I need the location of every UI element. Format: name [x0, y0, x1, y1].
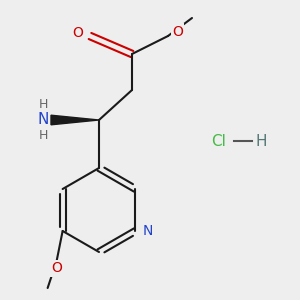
Text: O: O: [172, 25, 183, 38]
Text: O: O: [51, 262, 62, 275]
Polygon shape: [51, 115, 99, 125]
Text: H: H: [255, 134, 267, 148]
Text: O: O: [73, 26, 83, 40]
Text: H: H: [39, 98, 48, 112]
Text: N: N: [142, 224, 153, 238]
Text: H: H: [39, 128, 48, 142]
Text: Cl: Cl: [212, 134, 226, 148]
Text: N: N: [38, 112, 49, 128]
